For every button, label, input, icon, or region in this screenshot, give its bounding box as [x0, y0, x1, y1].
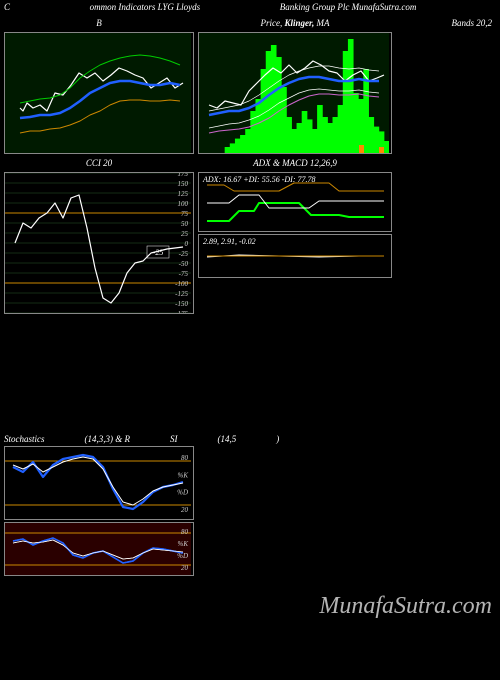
svg-text:100: 100: [178, 200, 189, 208]
macd-info: 2.89, 2.91, -0.02: [203, 237, 256, 246]
svg-text:-25: -25: [179, 250, 189, 258]
chart-a: [5, 33, 191, 153]
svg-text:-175: -175: [175, 310, 188, 313]
svg-text:150: 150: [178, 180, 189, 188]
stoch-header: Stochastics (14,3,3) & R SI (14,5 ): [0, 434, 500, 444]
svg-text:125: 125: [178, 190, 189, 198]
svg-text:175: 175: [178, 173, 189, 178]
panel-a: [4, 32, 194, 154]
chart-stoch: 80 %K %D 20: [5, 447, 191, 519]
chart-rsi: 80%K%D20: [5, 523, 191, 575]
svg-text:80: 80: [181, 454, 189, 462]
svg-text:80: 80: [181, 528, 189, 536]
svg-text:50: 50: [181, 220, 189, 228]
panel-adx: ADX: 16.67 +DI: 55.56 -DI: 77.78: [198, 172, 392, 232]
adx-info: ADX: 16.67 +DI: 55.56 -DI: 77.78: [203, 175, 316, 184]
svg-text:0: 0: [185, 240, 189, 248]
cci-title: CCI 20: [4, 158, 194, 168]
hdr-c2: Banking Group Plc MunafaSutra.com: [280, 2, 417, 12]
svg-text:%D: %D: [177, 489, 188, 497]
svg-text:25: 25: [181, 230, 189, 238]
svg-text:%K: %K: [178, 540, 189, 548]
svg-text:75: 75: [181, 210, 189, 218]
hdr-left: C: [4, 2, 10, 12]
panel-cci: 175 150 125 100 75 50 25 0 -25 -50 -75 -100 -125 -150…: [4, 172, 194, 314]
watermark: MunafaSutra.com: [319, 593, 492, 620]
panel-b-title: Price, Klinger, MA: [198, 18, 392, 28]
panel-b: [198, 32, 392, 154]
panel-a-title: B: [4, 18, 194, 28]
adx-title: ADX & MACD 12,26,9: [198, 158, 392, 168]
chart-b: [199, 33, 389, 153]
chart-cci: 175 150 125 100 75 50 25 0 -25 -50 -75 -100 -125 -150…: [5, 173, 191, 313]
svg-text:20: 20: [181, 564, 189, 572]
panel-stoch: 80 %K %D 20: [4, 446, 194, 520]
hdr-c1: ommon Indicators LYG Lloyds: [90, 2, 201, 12]
panel-rsi: 80%K%D20: [4, 522, 194, 576]
bands-title: Bands 20,2: [396, 18, 492, 28]
svg-text:-125: -125: [175, 290, 188, 298]
svg-text:%K: %K: [178, 471, 189, 479]
svg-text:-50: -50: [179, 260, 189, 268]
svg-text:-75: -75: [179, 270, 189, 278]
svg-text:-150: -150: [175, 300, 188, 308]
svg-text:-100: -100: [175, 280, 188, 288]
page-header: C ommon Indicators LYG Lloyds Banking Gr…: [0, 0, 500, 14]
panel-macd: 2.89, 2.91, -0.02: [198, 234, 392, 278]
svg-text:20: 20: [181, 506, 189, 514]
